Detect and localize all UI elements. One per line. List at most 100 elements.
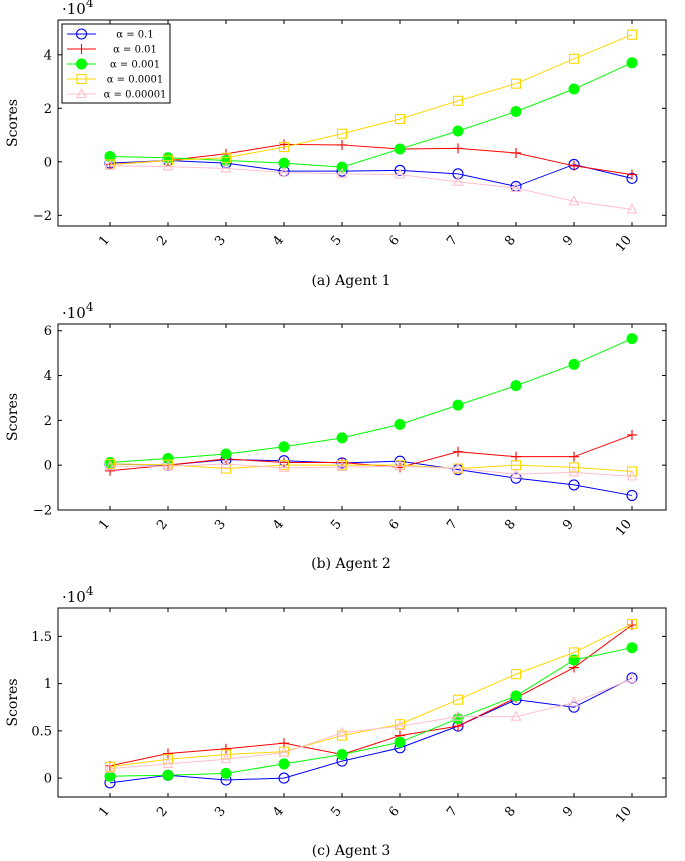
series-line: [109, 62, 633, 168]
axis-multiplier: ·104: [62, 0, 94, 18]
x-tick-label: 9: [560, 804, 577, 820]
data-point: [626, 203, 638, 214]
data-point: [220, 152, 232, 163]
x-tick-label: 3: [212, 517, 229, 533]
data-point: [394, 164, 406, 176]
x-tick-label: 5: [328, 804, 345, 820]
series-line: [110, 463, 633, 477]
legend-swatch-marker: [76, 58, 87, 70]
data-point: [569, 451, 579, 462]
data-point: [162, 757, 174, 768]
series-alpha-0.00001: [104, 159, 638, 214]
data-point: [452, 462, 464, 473]
data-point: [220, 162, 232, 173]
legend-label: α = 0.001: [110, 60, 160, 71]
data-point: [104, 762, 116, 773]
data-point: [163, 748, 173, 759]
series-line: [109, 678, 633, 770]
x-tick-label: 1: [96, 804, 113, 820]
data-point: [568, 53, 580, 64]
data-point: [568, 479, 580, 491]
data-point: [336, 432, 348, 444]
data-point: [278, 461, 290, 472]
data-point: [220, 753, 232, 764]
legend-swatch-marker: [76, 44, 87, 54]
y-axis-label: Scores: [5, 99, 21, 147]
series-line: [109, 34, 633, 165]
x-tick-label: 4: [270, 804, 287, 820]
x-tick-label: 7: [444, 233, 461, 249]
data-point: [279, 139, 289, 150]
data-point: [278, 758, 290, 770]
data-point: [452, 694, 464, 705]
x-tick-label: 2: [154, 517, 171, 533]
data-point: [627, 429, 637, 440]
x-tick-label: 5: [328, 233, 345, 249]
axis-multiplier: ·104: [62, 300, 94, 322]
data-point: [394, 418, 406, 430]
data-point: [394, 168, 406, 179]
y-tick-label: 0.5: [31, 724, 52, 739]
data-point: [626, 57, 638, 69]
series-alpha-0.1: [104, 454, 638, 501]
data-point: [626, 619, 638, 630]
data-point: [394, 113, 406, 125]
data-point: [510, 669, 522, 680]
series-alpha-0.01: [105, 429, 637, 476]
y-axis-label: Scores: [5, 678, 21, 726]
plot-frame: [57, 19, 667, 227]
series-line: [109, 677, 633, 784]
axis-multiplier: ·104: [62, 584, 94, 606]
data-point: [510, 181, 522, 193]
y-tick-label: 2: [44, 414, 52, 429]
data-point: [394, 736, 406, 748]
data-point: [278, 746, 290, 757]
data-point: [627, 169, 637, 180]
data-point: [220, 448, 232, 460]
series-alpha-0.0001: [104, 29, 638, 170]
data-point: [452, 168, 464, 180]
x-tick-label: 7: [444, 804, 461, 820]
data-point: [278, 166, 290, 177]
legend-swatch-marker: [76, 73, 87, 85]
data-point: [626, 333, 638, 345]
data-point: [568, 647, 580, 658]
data-point: [568, 83, 580, 95]
y-tick-label: 0: [44, 155, 52, 170]
legend-label: α = 0.01: [113, 45, 157, 56]
series-line: [109, 463, 633, 472]
legend-entry-0.1: α = 0.1: [67, 28, 154, 41]
data-point: [452, 125, 464, 137]
series-alpha-0.001: [104, 333, 638, 468]
legend-entry-0.00001: α = 0.00001: [67, 87, 167, 101]
x-tick-label: 8: [502, 233, 519, 249]
data-point: [336, 460, 348, 472]
data-point: [453, 143, 463, 154]
data-point: [394, 719, 406, 730]
legend-swatch-marker: [75, 28, 88, 40]
data-point: [336, 128, 348, 139]
x-tick-label: 6: [386, 804, 403, 820]
y-tick-label: 1: [44, 677, 52, 692]
x-tick-label: 8: [502, 517, 519, 533]
y-tick-label: 0: [44, 459, 52, 474]
legend-entry-0.001: α = 0.001: [67, 58, 160, 71]
x-tick-label: 5: [328, 517, 345, 533]
data-point: [104, 770, 116, 782]
data-point: [626, 672, 638, 683]
data-point: [220, 767, 232, 779]
legend-label: α = 0.0001: [107, 75, 163, 86]
legend-label: α = 0.00001: [104, 90, 167, 101]
data-point: [336, 460, 348, 471]
data-point: [511, 451, 521, 462]
data-point: [452, 710, 464, 721]
x-tick-label: 8: [502, 804, 519, 820]
data-point: [162, 452, 174, 464]
chart-panel-3: 0 0.5 1 1.5 1 2 3 4 5 6 7 8 9 10 ·104 Scores (c) Agent 3: [5, 584, 667, 859]
legend-label: α = 0.1: [116, 30, 153, 41]
chart-panel-2: −2 0 2 4 6 1 2 3 4 5 6 7 8 9 10 ·104 Scores (b) Agent 2: [5, 300, 667, 572]
data-point: [278, 441, 290, 453]
x-tick-label: 10: [613, 517, 635, 539]
plot-frame: [57, 607, 667, 798]
